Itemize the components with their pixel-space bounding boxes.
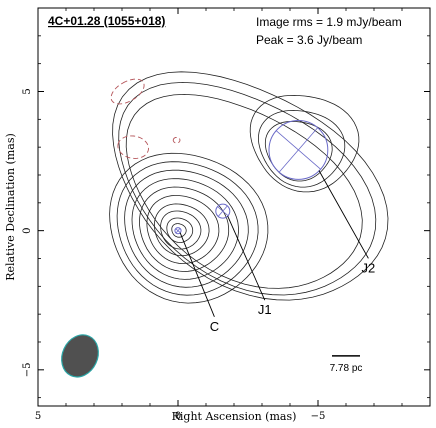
component-c [174,227,182,235]
negative-contour [117,135,149,159]
component-j1 [215,203,231,219]
leader-line [227,215,266,301]
component-cross [278,127,318,173]
rms-text: Image rms = 1.9 mJy/beam [256,15,402,29]
component-label: C [210,319,219,334]
x-tick-label: 5 [35,411,41,422]
y-axis-label: Relative Declination (mas) [4,133,17,281]
j2-contour [249,94,360,193]
negative-contour [172,136,181,144]
leader-lines: C J1 J2 [179,170,376,334]
core-contour [166,217,194,243]
x-tick-label: −5 [311,411,326,422]
envelope-contour [118,81,377,296]
component-label: J1 [258,302,272,317]
scale-bar-label: 7.78 pc [330,363,363,374]
component-j2 [268,120,329,180]
y-axis-ticks: 5 0 −5 [22,7,430,399]
core-contour [139,186,230,272]
core-contour [171,223,187,238]
negative-contour [110,78,145,105]
leader-line [179,232,215,318]
x-axis-ticks: 5 0 −5 [35,8,431,422]
beam-ellipse [61,334,99,378]
core-contour [146,195,220,265]
leader-line [318,170,369,259]
core-contour [153,203,210,257]
component-cross [217,205,228,217]
core-contour [131,178,239,280]
x-axis-label: Right Ascension (mas) [172,410,297,423]
component-label: J2 [362,260,376,275]
core-contour [116,161,259,296]
x-tick-label: 0 [175,411,181,422]
j2-contour [257,109,346,188]
core-contour [124,169,249,288]
peak-text: Peak = 3.6 Jy/beam [256,33,362,47]
y-tick-label: 5 [22,88,33,94]
component-cross [175,228,181,234]
core-contour [109,152,269,304]
component-layer [174,120,329,235]
chart-title: 4C+01.28 (1055+018) [48,14,165,28]
envelope-contour [125,93,363,289]
y-tick-label: 0 [22,227,33,233]
envelope-contour [112,71,389,301]
contour-layer [109,71,389,304]
y-tick-label: −5 [22,362,33,377]
